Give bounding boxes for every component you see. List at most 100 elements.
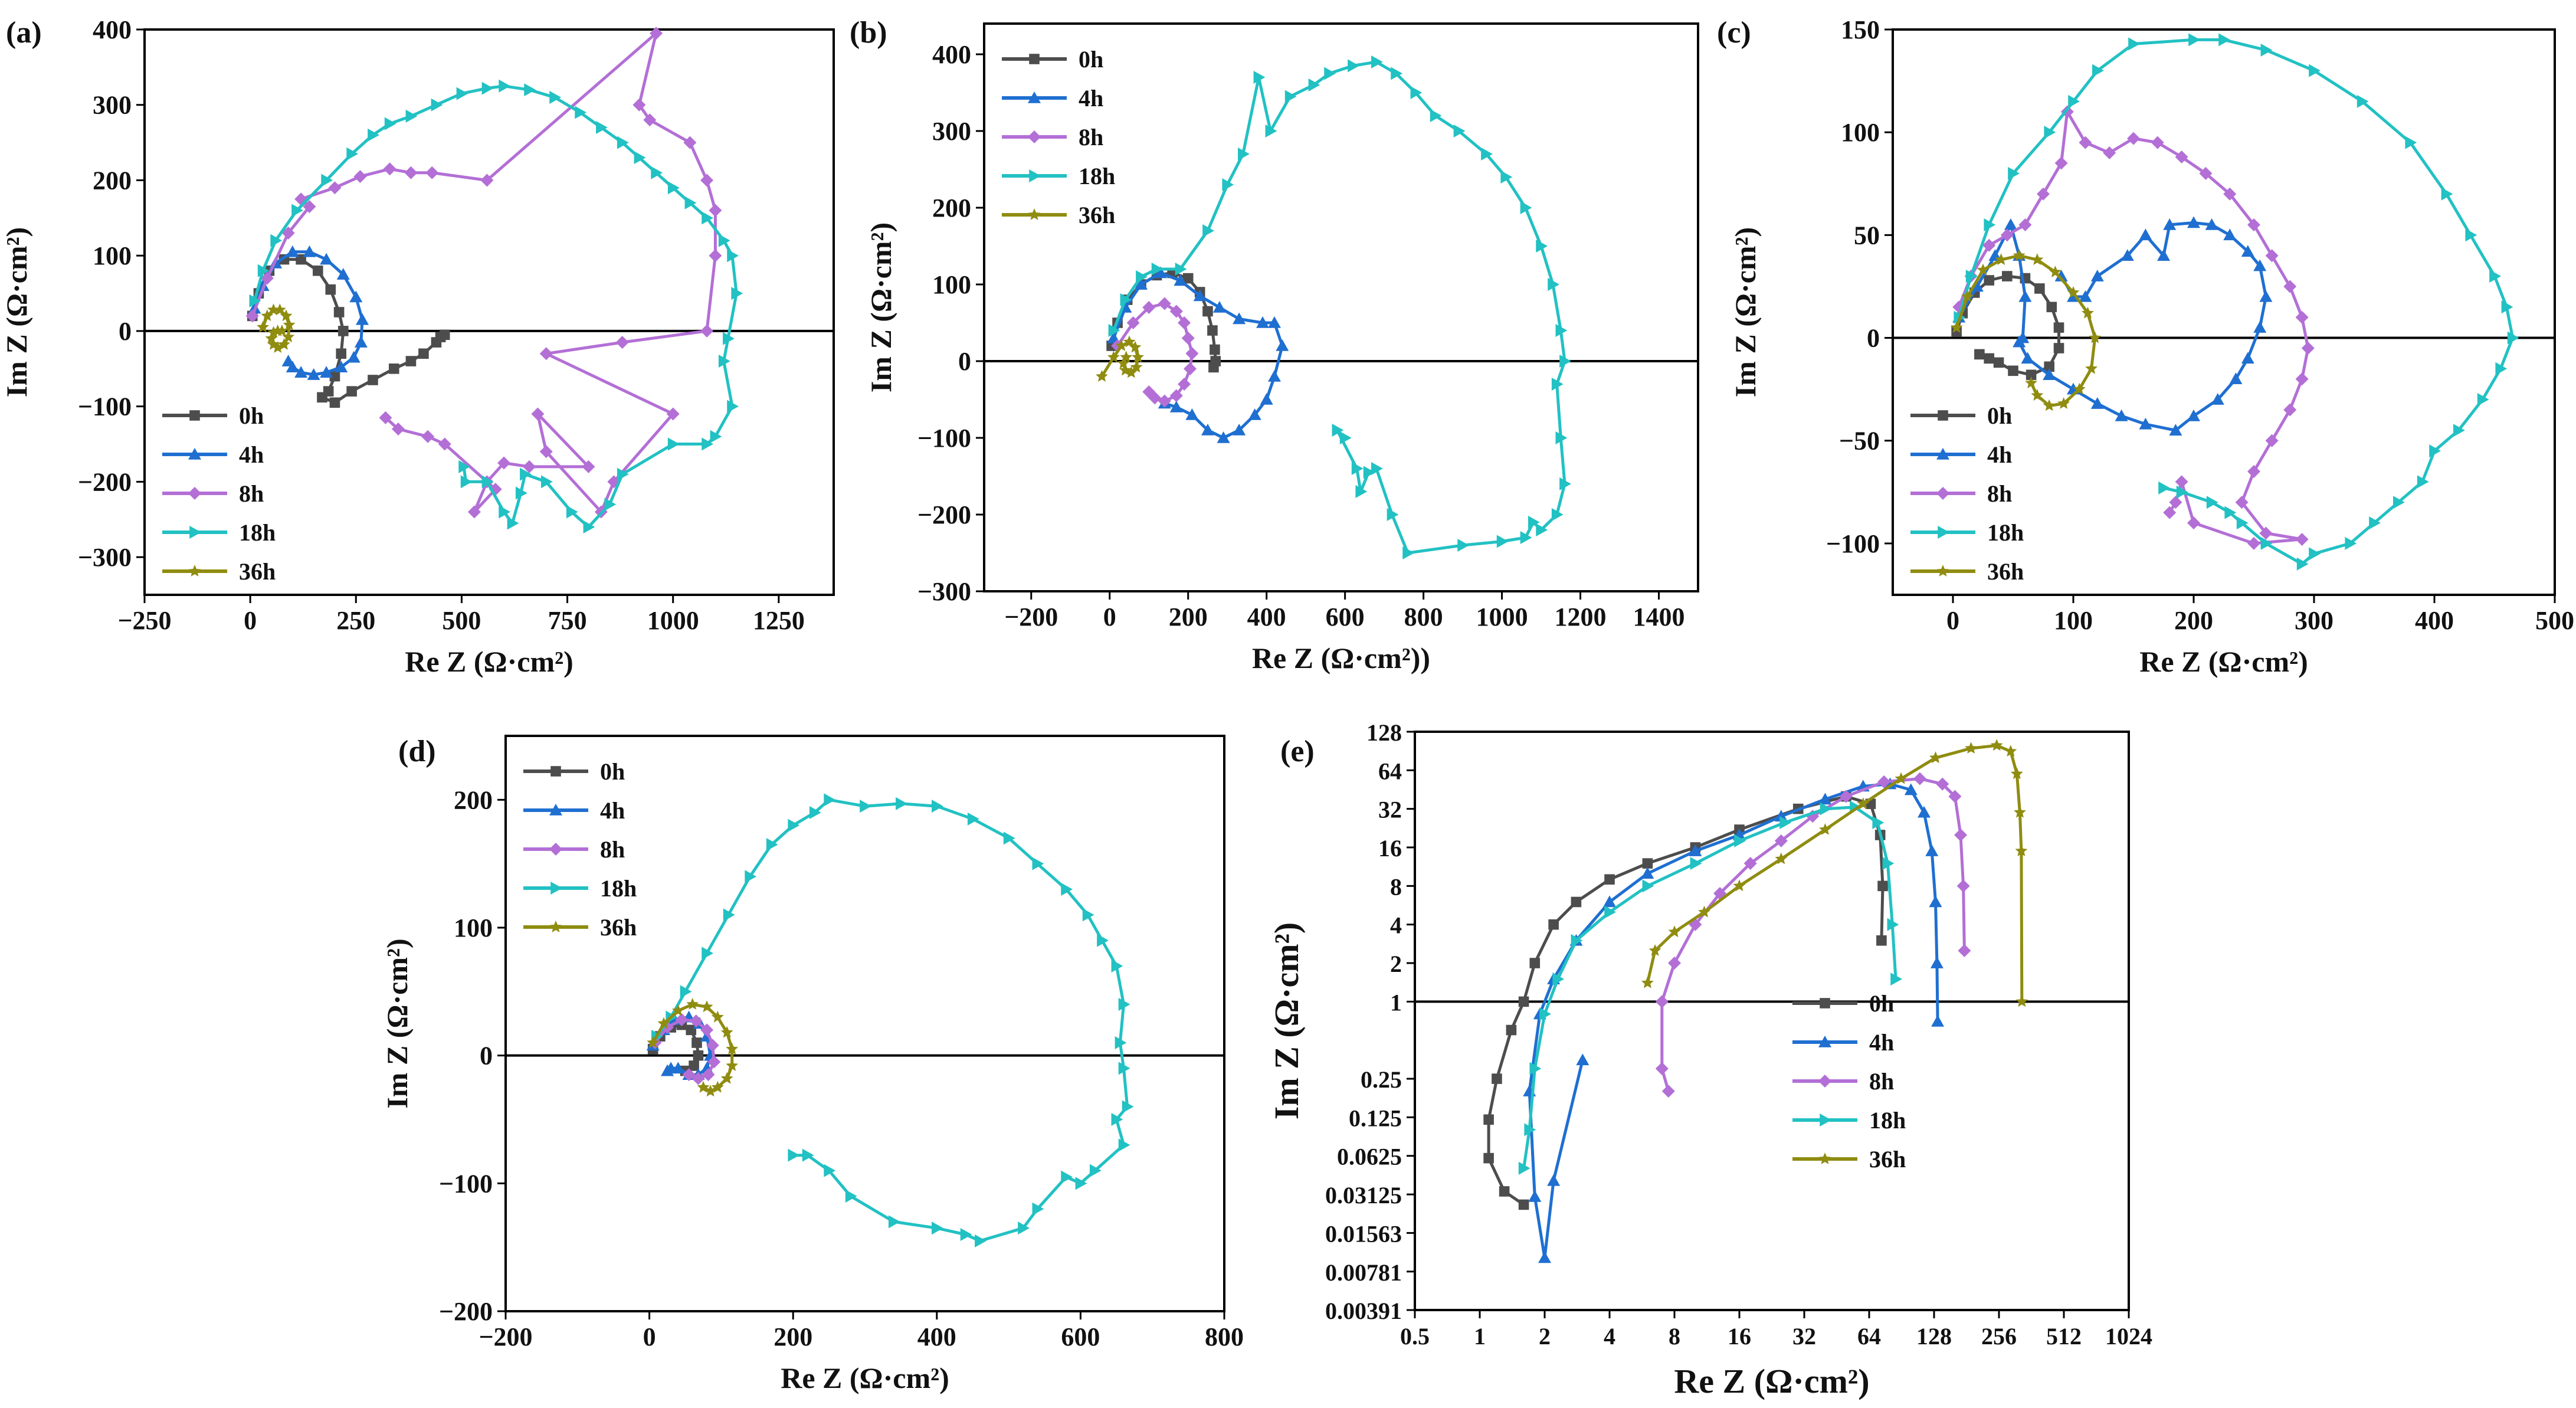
y-tick-label: 300 [932, 117, 971, 146]
y-tick-label: −50 [1839, 427, 1880, 456]
data-point [1410, 86, 1423, 99]
data-point [1779, 816, 1792, 829]
data-point [438, 437, 451, 451]
data-point [1950, 321, 1963, 333]
data-point [2417, 475, 2429, 489]
data-point [282, 330, 295, 343]
data-point [2495, 362, 2508, 375]
data-point [270, 234, 283, 247]
data-point [766, 838, 778, 852]
data-point [1117, 356, 1130, 369]
data-point [932, 800, 943, 813]
legend-marker [1938, 526, 1949, 539]
data-point [2031, 253, 2044, 266]
x-tick-label: 1000 [647, 606, 699, 635]
data-point [1248, 408, 1261, 420]
data-point [2295, 532, 2309, 546]
data-point [1974, 349, 1985, 360]
data-point [2176, 485, 2188, 499]
data-point [368, 375, 378, 385]
plot-frame [504, 735, 1225, 1312]
data-point [294, 366, 308, 378]
data-point [2241, 245, 2254, 257]
data-point [2477, 393, 2489, 407]
legend-item-8h: 8h [1002, 124, 1103, 150]
data-point [2054, 270, 2068, 281]
data-point [1977, 263, 1990, 276]
legend-marker [1936, 448, 1949, 460]
data-point [1961, 290, 1974, 302]
data-point [651, 166, 663, 179]
data-point [2175, 475, 2188, 489]
x-tick-label: 512 [2046, 1323, 2082, 1350]
data-point [1184, 362, 1197, 375]
y-tick-label: 50 [1854, 221, 1880, 250]
legend-label: 8h [1869, 1068, 1894, 1095]
legend-marker [188, 487, 201, 500]
data-point [383, 162, 396, 176]
data-point [1965, 270, 1978, 283]
data-point [689, 1014, 703, 1028]
data-point [667, 181, 680, 195]
panel-label: (c) [1717, 16, 1751, 50]
legend-item-18h: 18h [523, 875, 637, 902]
data-point [2013, 249, 2026, 261]
data-point [2393, 496, 2405, 509]
x-tick-label: 256 [1981, 1323, 2017, 1350]
data-point [1648, 944, 1661, 956]
data-point [1887, 918, 1899, 931]
data-point [1956, 879, 1970, 893]
data-point [2489, 270, 2501, 283]
data-point [1348, 59, 1359, 73]
legend-item-0h: 0h [1792, 990, 1894, 1017]
legend-label: 4h [1869, 1029, 1894, 1056]
data-point [700, 324, 714, 338]
chart-panel-d: (d) −200 0 200 400 600 800 −200 −100 0 100 200 Re Z … [381, 735, 1244, 1394]
data-point [583, 520, 595, 534]
data-point [2357, 94, 2369, 108]
data-point [1253, 71, 1266, 84]
data-point [693, 1050, 704, 1061]
data-point [2224, 506, 2237, 519]
data-point [1995, 253, 2008, 266]
y-tick-label: 1 [1390, 989, 1402, 1016]
data-point [1107, 351, 1120, 363]
y-tick-label: 2 [1390, 951, 1402, 977]
data-point [2128, 37, 2140, 51]
data-point [286, 245, 299, 257]
data-point [824, 1164, 836, 1177]
data-point [1743, 857, 1757, 870]
data-point [1193, 289, 1207, 302]
data-point [643, 113, 657, 127]
legend-marker [1029, 54, 1040, 64]
legend-item-18h: 18h [162, 519, 276, 546]
series-4h [1523, 777, 1945, 1263]
data-point [1536, 240, 1548, 253]
legend-item-18h: 18h [1910, 519, 2024, 546]
y-tick-label: 0.00781 [1325, 1259, 1402, 1286]
x-axis-label: Re Z (Ω·cm²) [781, 1361, 949, 1394]
data-point [723, 332, 735, 345]
y-tick-label: 64 [1378, 758, 1402, 784]
data-point [647, 1036, 660, 1048]
data-point [1210, 344, 1220, 355]
series-line [1955, 254, 2097, 407]
panel-label: (e) [1280, 735, 1315, 768]
data-point [1308, 78, 1320, 91]
y-tick-label: −200 [439, 1297, 493, 1326]
data-point [1267, 316, 1281, 328]
data-point [1506, 1024, 1517, 1036]
data-point [2073, 382, 2086, 395]
data-point [481, 475, 494, 489]
data-point [1555, 324, 1568, 337]
data-point [2453, 424, 2465, 437]
x-tick-label: 200 [774, 1322, 812, 1351]
data-point [1123, 335, 1136, 348]
data-point [2008, 166, 2020, 180]
data-point [2259, 526, 2273, 540]
data-point [1857, 797, 1870, 810]
x-tick-label: 0 [643, 1322, 656, 1351]
data-point [2053, 322, 2064, 333]
data-point [666, 407, 680, 421]
series-line [253, 84, 738, 529]
